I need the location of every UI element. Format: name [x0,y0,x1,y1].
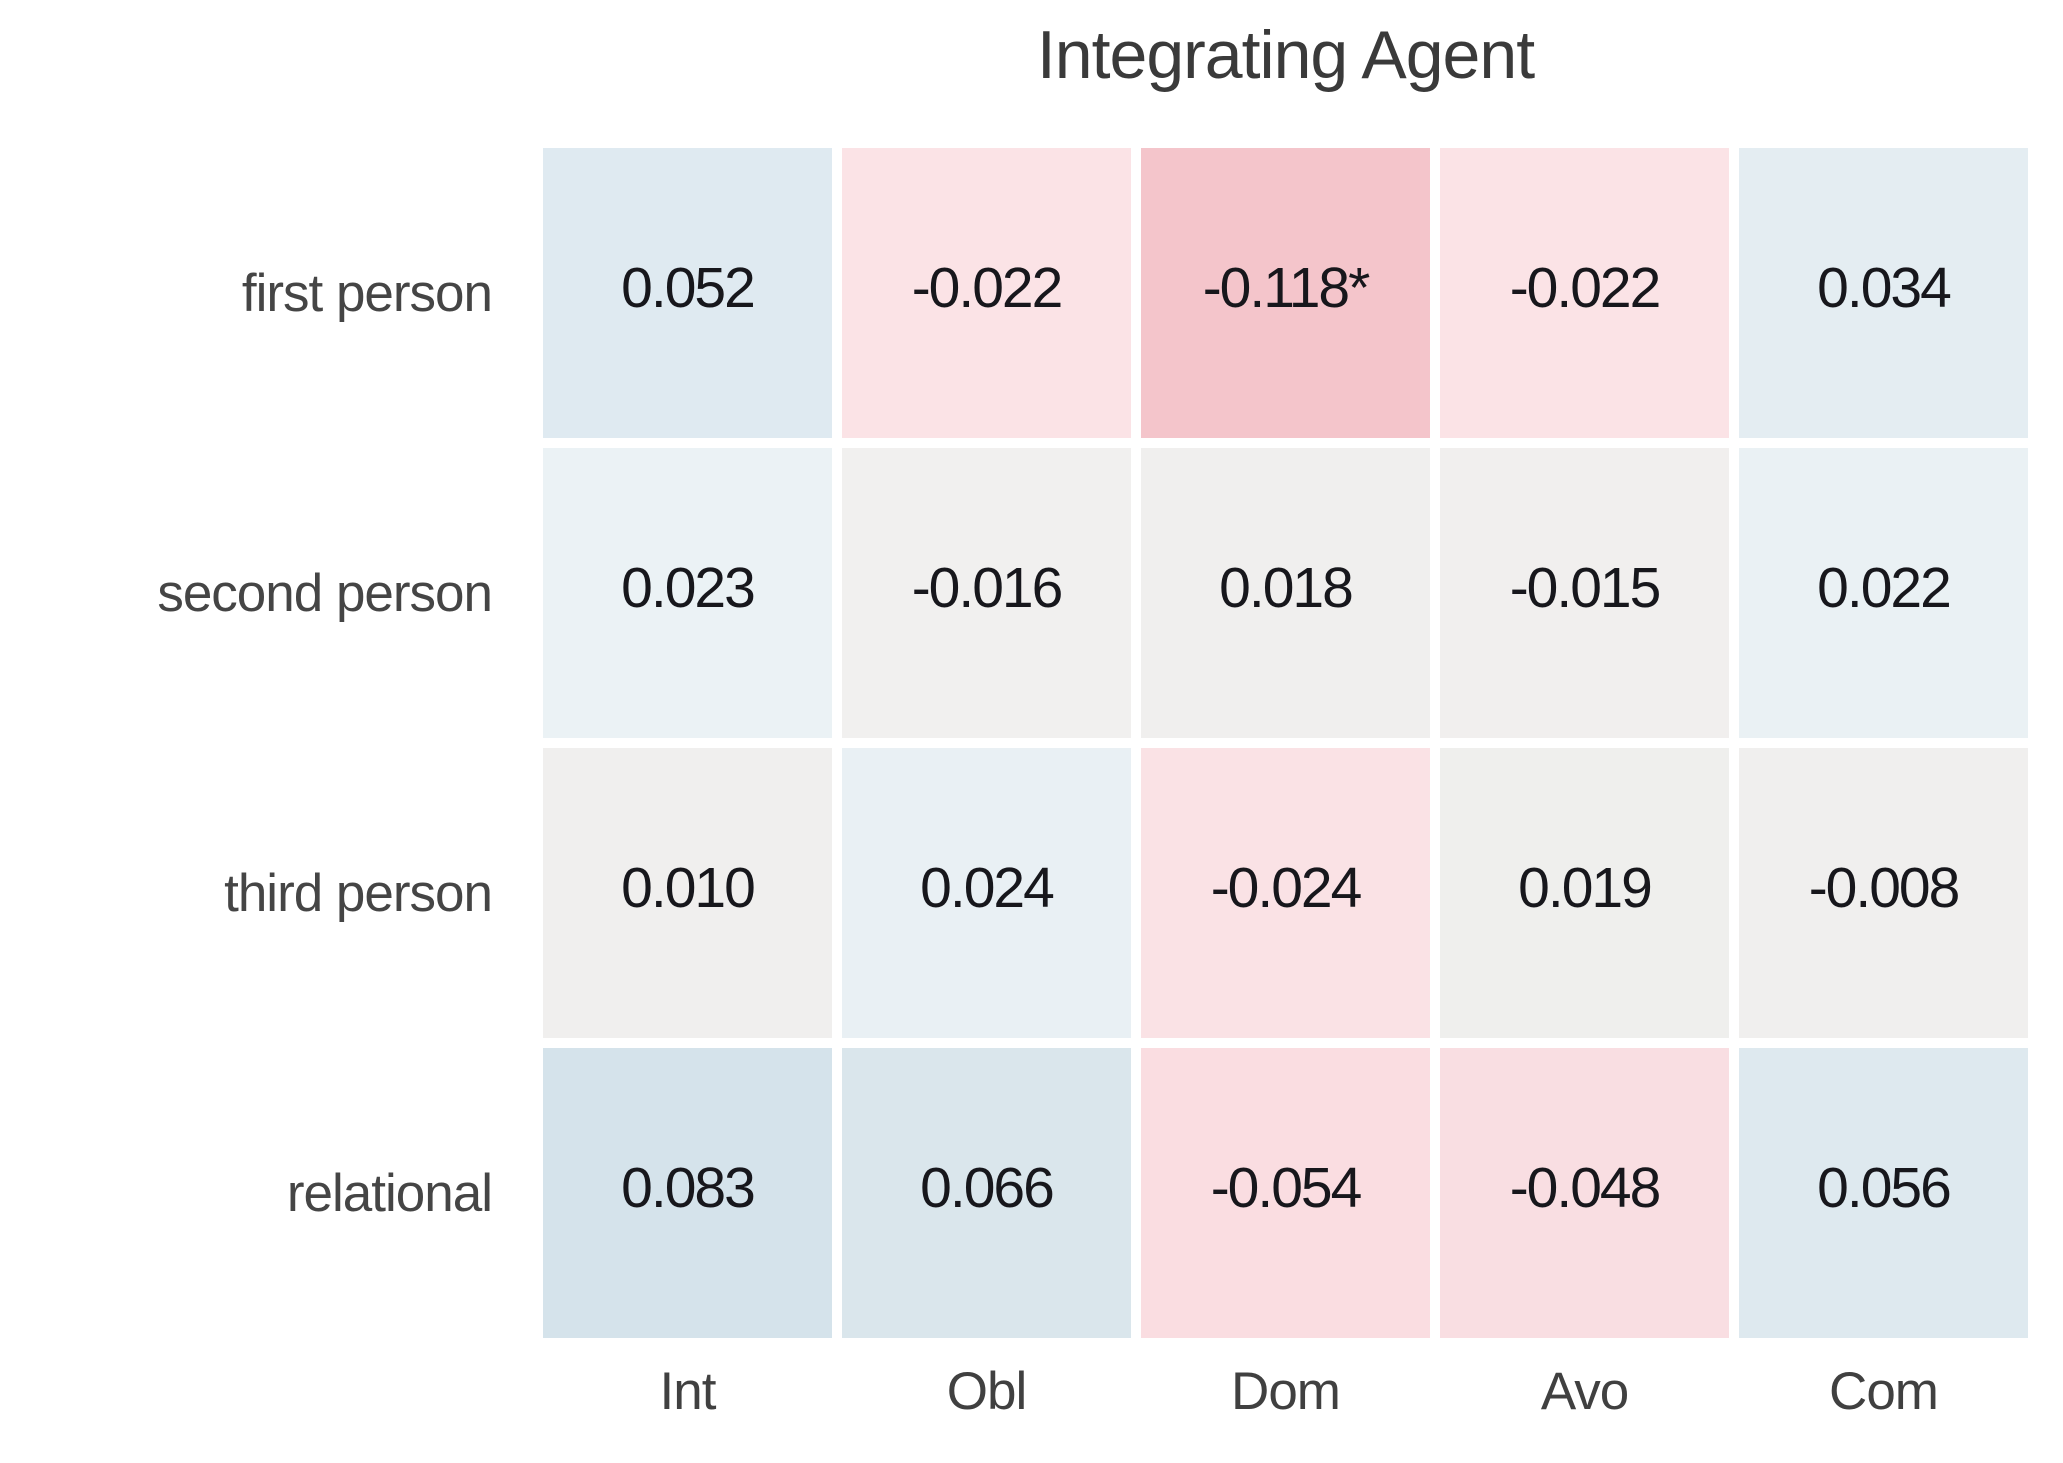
heatmap-cell-third-person-avo: 0.019 [1440,748,1729,1038]
heatmap-cell-first-person-int: 0.052 [543,148,832,438]
heatmap-cell-relational-com: 0.056 [1739,1048,2028,1338]
column-label-dom: Dom [1231,1361,1341,1421]
column-label-int: Int [659,1361,717,1421]
heatmap-cell-relational-avo: -0.048 [1440,1048,1729,1338]
heatmap-cell-second-person-int: 0.023 [543,448,832,738]
heatmap-cell-first-person-com: 0.034 [1739,148,2028,438]
column-label-com: Com [1829,1361,1939,1421]
heatmap-cell-second-person-dom: 0.018 [1141,448,1430,738]
column-labels: Int Obl Dom Avo Com [543,1348,2028,1434]
heatmap-grid: 0.052 -0.022 -0.118* -0.022 0.034 0.023 -0.016… [543,148,2028,1338]
heatmap-cell-first-person-avo: -0.022 [1440,148,1729,438]
heatmap-cell-second-person-obl: -0.016 [842,448,1131,738]
column-label-obl: Obl [946,1361,1027,1421]
row-label-third-person: third person [224,863,493,923]
heatmap-cell-second-person-avo: -0.015 [1440,448,1729,738]
heatmap-cell-relational-obl: 0.066 [842,1048,1131,1338]
heatmap-cell-third-person-dom: -0.024 [1141,748,1430,1038]
heatmap-cell-third-person-obl: 0.024 [842,748,1131,1038]
heatmap-cell-relational-dom: -0.054 [1141,1048,1430,1338]
row-label-first-person: first person [241,263,493,323]
heatmap-cell-relational-int: 0.083 [543,1048,832,1338]
heatmap-cell-first-person-dom: -0.118* [1141,148,1430,438]
heatmap-cell-first-person-obl: -0.022 [842,148,1131,438]
column-label-avo: Avo [1540,1361,1629,1421]
row-label-relational: relational [286,1163,493,1223]
heatmap-cell-third-person-com: -0.008 [1739,748,2028,1038]
heatmap-cell-third-person-int: 0.010 [543,748,832,1038]
heatmap-cell-second-person-com: 0.022 [1739,448,2028,738]
chart-title: Integrating Agent [1036,17,1535,93]
row-labels: first person second person third person rel… [0,148,493,1338]
row-label-second-person: second person [157,563,493,623]
